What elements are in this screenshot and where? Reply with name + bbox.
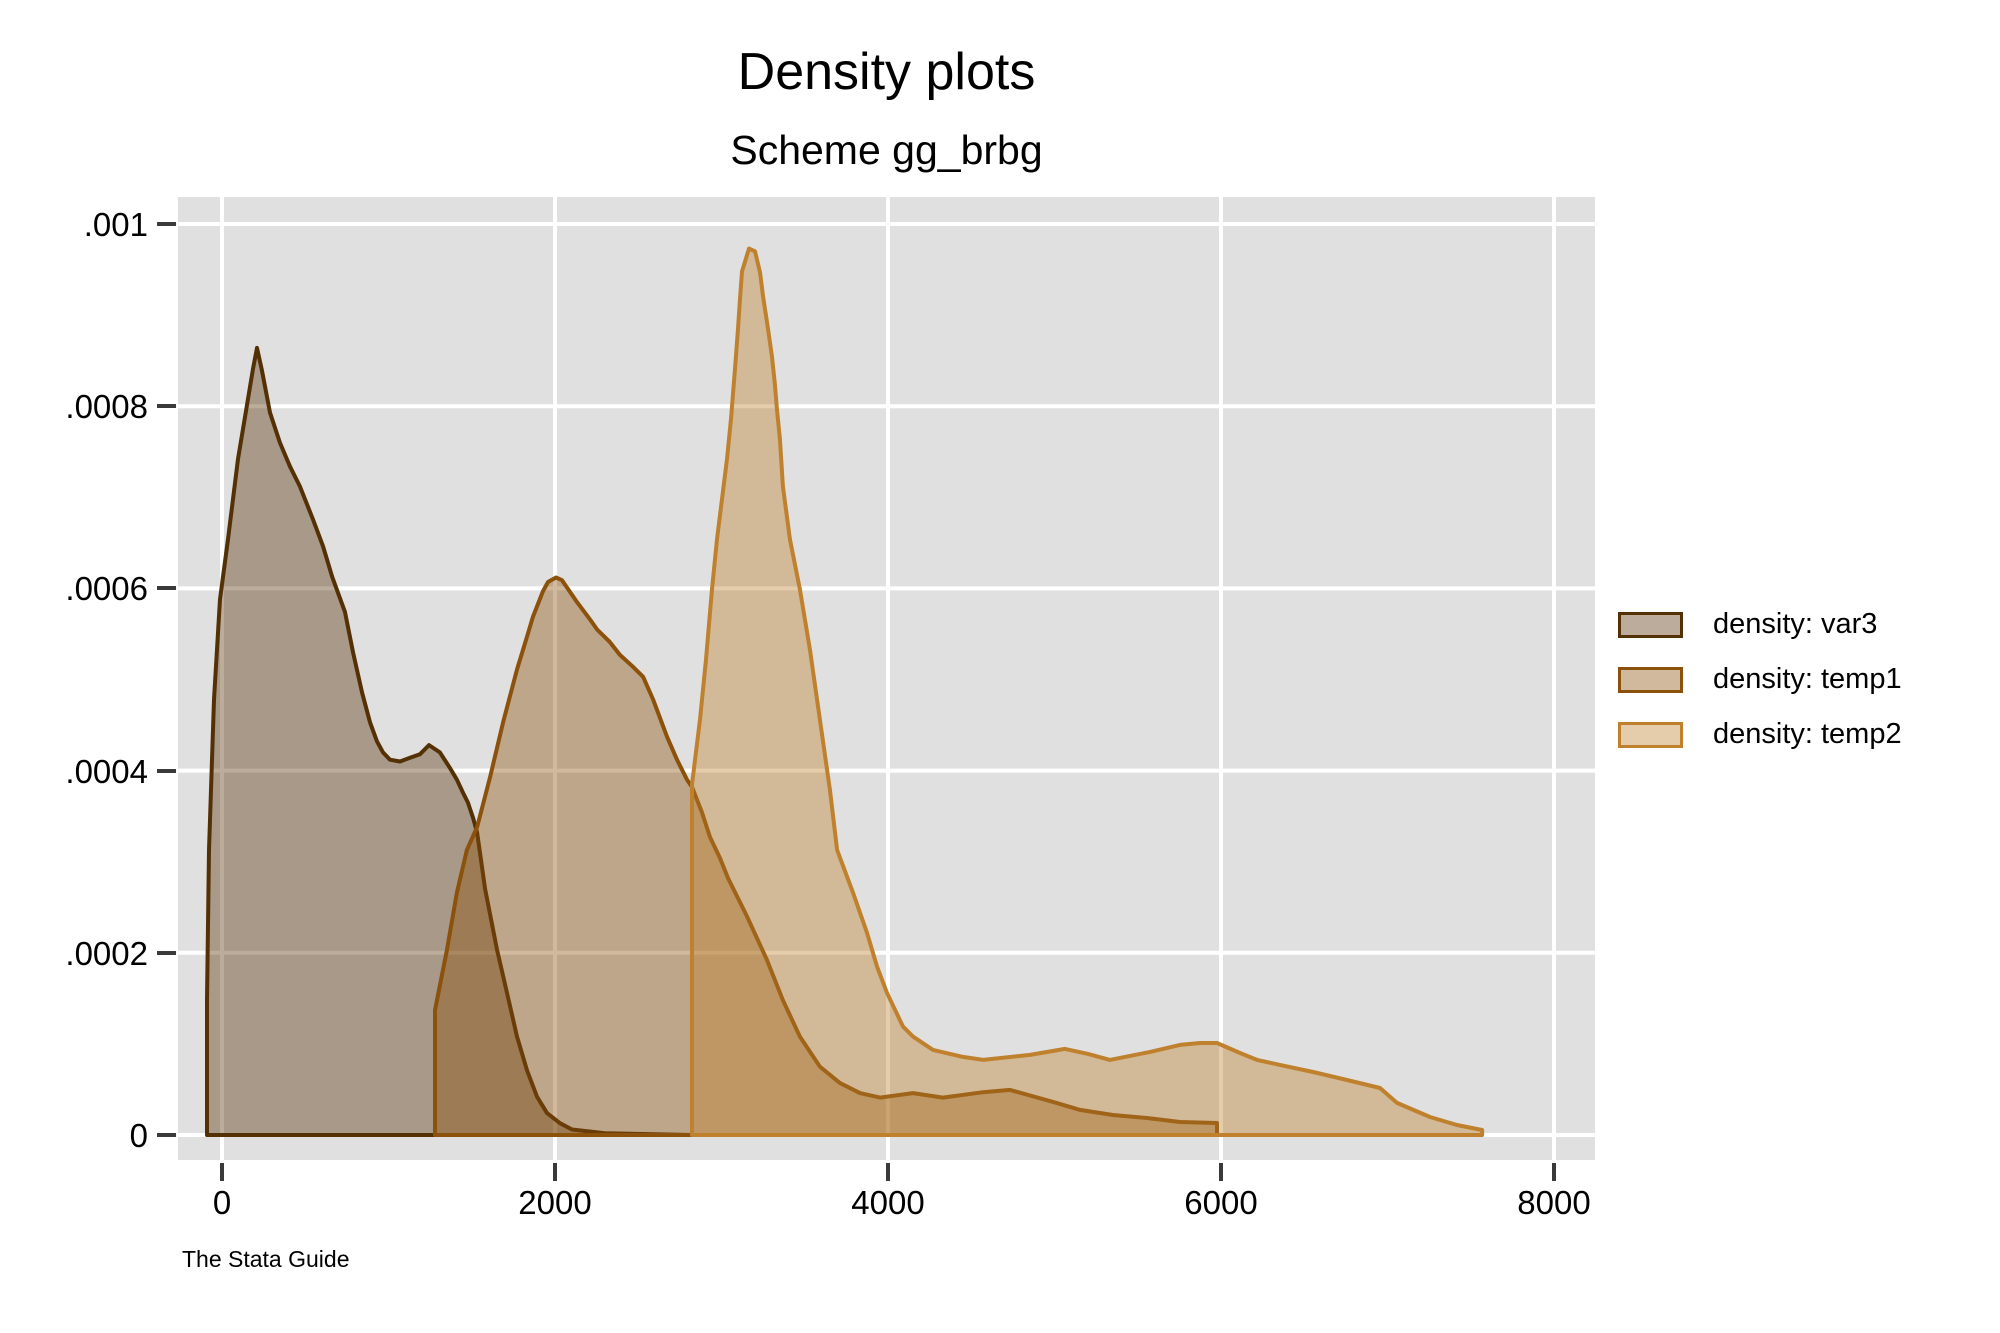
x-tick — [553, 1163, 557, 1181]
x-tick-label: 0 — [212, 1184, 232, 1221]
density-plot-svg — [178, 197, 1595, 1160]
plot-area — [178, 197, 1595, 1160]
y-tick-label: 0 — [129, 1117, 148, 1154]
legend-label: density: temp1 — [1713, 663, 1902, 695]
legend-swatch — [1618, 721, 1683, 748]
legend: density: var3 density: temp1 density: temp… — [1618, 608, 1902, 776]
chart-title: Density plots — [737, 43, 1036, 101]
y-tick — [157, 1133, 176, 1137]
caption-text: The Stata Guide — [182, 1246, 350, 1272]
chart-subtitle: Scheme gg_brbg — [730, 127, 1043, 173]
y-tick — [157, 768, 176, 773]
legend-swatch — [1618, 611, 1683, 638]
legend-label: density: temp2 — [1713, 718, 1902, 750]
x-tick-label: 4000 — [851, 1184, 925, 1221]
y-tick — [157, 950, 176, 955]
x-tick — [1219, 1163, 1223, 1181]
density-area-3 — [690, 246, 1485, 1137]
legend-row-3: density: temp2 — [1618, 718, 1902, 750]
x-tick-label: 6000 — [1184, 1184, 1258, 1221]
x-tick-label: 2000 — [518, 1184, 592, 1221]
x-tick — [886, 1163, 890, 1181]
y-tick-label: .001 — [83, 206, 148, 243]
y-tick-label: .0002 — [65, 934, 148, 972]
density-area-2 — [433, 575, 1219, 1137]
legend-row-2: density: temp1 — [1618, 663, 1902, 695]
y-tick — [157, 222, 176, 226]
legend-row-1: density: var3 — [1618, 608, 1902, 640]
legend-swatch — [1618, 666, 1683, 693]
y-tick — [157, 586, 176, 591]
density-area-1 — [205, 345, 694, 1137]
y-tick-label: .0008 — [65, 388, 148, 426]
y-tick-label: .0004 — [65, 752, 148, 790]
x-tick-label: 8000 — [1517, 1184, 1591, 1221]
legend-label: density: var3 — [1713, 608, 1878, 640]
x-tick — [220, 1163, 224, 1181]
y-tick-label: .0006 — [65, 570, 148, 608]
x-tick — [1552, 1163, 1556, 1181]
y-tick — [157, 404, 176, 409]
